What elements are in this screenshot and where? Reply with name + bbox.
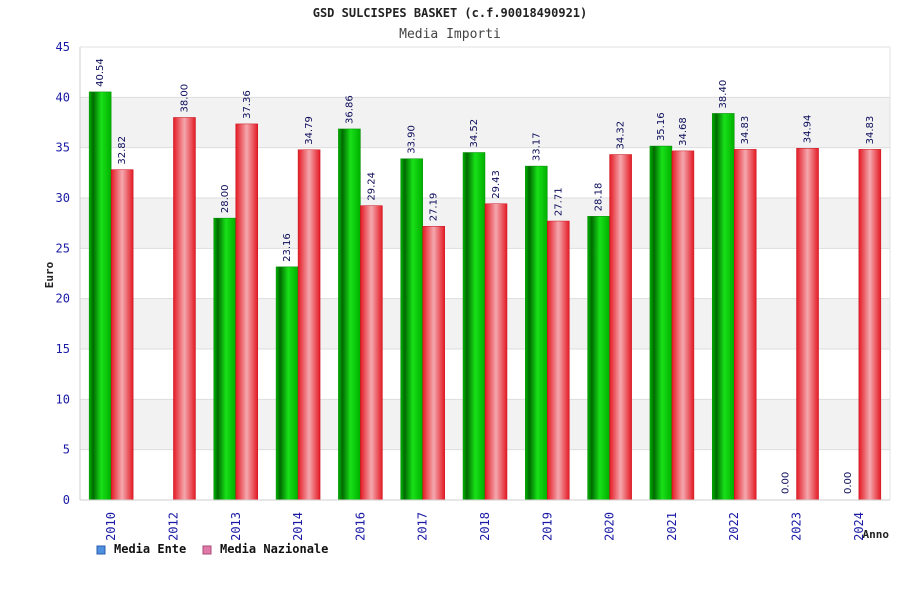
bar-media-nazionale-2021: [671, 150, 695, 501]
grid-band: [80, 97, 890, 148]
x-tick-label-2024: 2024: [852, 512, 866, 541]
data-label-media-ente-2014: 23.16: [282, 233, 293, 262]
y-tick-label: 40: [56, 90, 70, 104]
y-tick-label: 20: [56, 292, 70, 306]
data-label-media-ente-2023: 0.00: [781, 472, 792, 494]
bar-media-nazionale-2010: [110, 169, 134, 501]
chart-title: GSD SULCISPES BASKET (c.f.90018490921): [313, 6, 588, 20]
legend-swatch-media-ente: [96, 545, 106, 555]
x-tick-label-2023: 2023: [790, 512, 804, 541]
data-label-media-ente-2022: 38.40: [718, 80, 729, 109]
data-label-media-nazionale-2023: 34.94: [803, 115, 814, 144]
bar-media-ente-2014: [275, 266, 299, 501]
x-tick-label-2019: 2019: [540, 512, 554, 541]
data-label-media-nazionale-2010: 32.82: [117, 136, 128, 165]
bar-media-nazionale-2024: [858, 149, 882, 501]
x-tick-label-2016: 2016: [353, 512, 367, 541]
bar-media-ente-2021: [649, 145, 673, 501]
bar-media-ente-2018: [462, 152, 486, 501]
y-tick-labels: 0 5 10 15 20 25 30 35 40 45: [56, 40, 70, 507]
x-tick-label-2012: 2012: [166, 512, 180, 541]
data-label-media-nazionale-2017: 27.19: [429, 193, 440, 222]
bar-media-nazionale-2013: [235, 123, 259, 501]
x-tick-label-2013: 2013: [229, 512, 243, 541]
data-label-media-nazionale-2016: 29.24: [366, 172, 377, 201]
x-tick-label-2017: 2017: [416, 512, 430, 541]
data-label-media-nazionale-2022: 34.83: [740, 116, 751, 145]
data-label-media-ente-2024: 0.00: [843, 472, 854, 494]
bar-media-ente-2013: [213, 217, 237, 501]
data-label-media-nazionale-2021: 34.68: [678, 117, 689, 146]
bar-media-ente-2019: [525, 165, 548, 501]
x-tick-label-2014: 2014: [291, 512, 305, 541]
data-label-media-ente-2020: 28.18: [594, 183, 605, 212]
bar-media-ente-2017: [400, 158, 423, 501]
grid-band: [80, 47, 890, 98]
data-label-media-nazionale-2012: 38.00: [179, 84, 190, 113]
legend-label-media-nazionale: Media Nazionale: [220, 542, 328, 556]
legend-label-media-ente: Media Ente: [114, 542, 186, 556]
bar-media-nazionale-2023: [796, 148, 819, 501]
y-axis-label: Euro: [43, 261, 56, 288]
x-tick-labels: 2010 2012 2013 2014 2016 2017 2018 2019 2020 2021…: [104, 512, 866, 541]
legend: Media Ente Media Nazionale: [96, 542, 328, 556]
y-tick-label: 0: [63, 493, 70, 507]
y-tick-label: 10: [56, 392, 70, 406]
x-tick-label-2021: 2021: [665, 512, 679, 541]
data-label-media-nazionale-2024: 34.83: [865, 116, 876, 145]
data-label-media-nazionale-2018: 29.43: [491, 170, 502, 199]
bar-media-nazionale-2012: [173, 117, 196, 501]
bar-media-ente-2010: [88, 91, 112, 501]
bar-media-nazionale-2016: [360, 205, 383, 501]
bar-media-nazionale-2022: [733, 149, 757, 501]
y-tick-label: 15: [56, 342, 70, 356]
data-label-media-ente-2016: 36.86: [344, 95, 355, 124]
data-label-media-nazionale-2019: 27.71: [553, 187, 564, 216]
bar-media-nazionale-2014: [297, 149, 321, 501]
y-tick-label: 35: [56, 141, 70, 155]
data-label-media-nazionale-2013: 37.36: [242, 90, 253, 119]
x-tick-label-2010: 2010: [104, 512, 118, 541]
bar-media-nazionale-2020: [609, 154, 632, 501]
x-tick-label-2020: 2020: [603, 512, 617, 541]
bar-media-ente-2016: [338, 128, 361, 501]
bar-media-ente-2022: [711, 113, 735, 501]
bar-media-nazionale-2017: [422, 226, 445, 501]
data-label-media-ente-2021: 35.16: [656, 112, 667, 141]
bars: [88, 91, 882, 501]
axes: [79, 46, 891, 501]
bar-media-ente-2020: [587, 216, 610, 501]
y-tick-label: 25: [56, 241, 70, 255]
data-label-media-nazionale-2020: 34.32: [616, 121, 627, 150]
data-label-media-ente-2010: 40.54: [95, 58, 106, 87]
y-tick-label: 30: [56, 191, 70, 205]
x-axis-label: Anno: [863, 528, 890, 541]
data-label-media-ente-2018: 34.52: [469, 119, 480, 148]
y-tick-label: 45: [56, 40, 70, 54]
y-tick-label: 5: [63, 443, 70, 457]
data-label-media-ente-2019: 33.17: [531, 132, 542, 161]
x-tick-label-2018: 2018: [478, 512, 492, 541]
data-label-media-ente-2013: 28.00: [220, 184, 231, 213]
bar-media-nazionale-2018: [484, 203, 508, 501]
x-tick-label-2022: 2022: [727, 512, 741, 541]
data-label-media-nazionale-2014: 34.79: [304, 116, 315, 145]
data-labels: 40.54 32.82 38.00 28.00 37.36 23.16 34.79 36.86…: [95, 58, 876, 494]
bar-media-nazionale-2019: [547, 220, 570, 501]
legend-swatch-media-nazionale: [202, 545, 212, 555]
data-label-media-ente-2017: 33.90: [407, 125, 418, 154]
chart-subtitle: Media Importi: [399, 27, 501, 42]
